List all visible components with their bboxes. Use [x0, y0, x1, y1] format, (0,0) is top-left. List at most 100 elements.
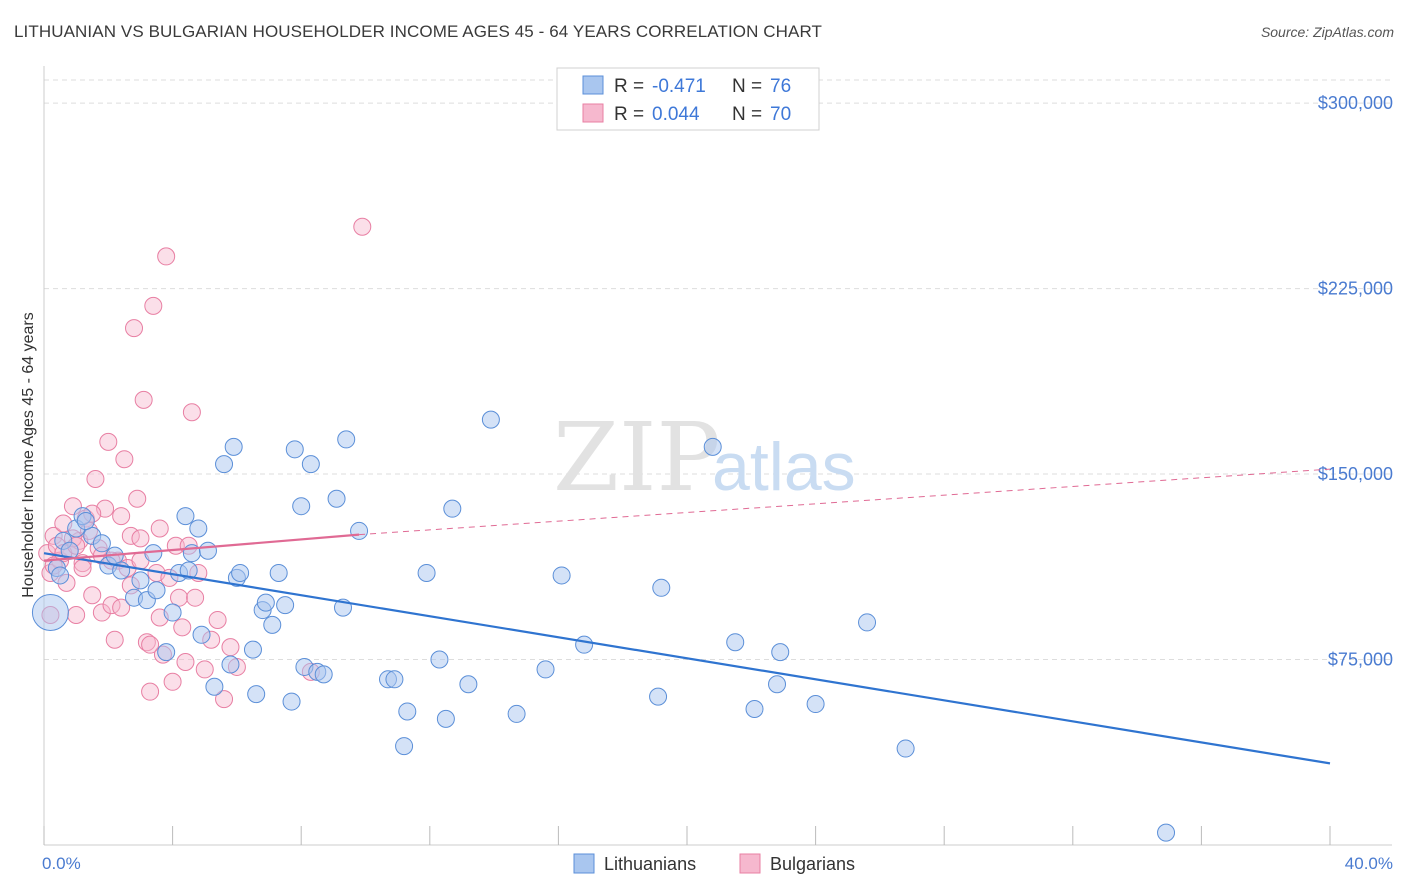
lithuanian-point — [575, 635, 594, 654]
trend-lines — [43, 468, 1331, 765]
bulgarian-point — [157, 247, 176, 266]
lithuanian-point — [189, 519, 208, 538]
lithuanians-trend-line — [43, 552, 1331, 765]
y-tick-label: $225,000 — [1318, 279, 1393, 299]
legend-swatch-lithuanians — [582, 75, 604, 95]
bulgarian-point — [195, 660, 214, 679]
bulgarian-point — [208, 610, 227, 629]
lithuanian-point — [430, 650, 449, 669]
lithuanian-point — [327, 489, 346, 508]
lithuanian-point — [76, 512, 95, 531]
lithuanian-point — [481, 410, 500, 429]
lithuanian-point — [179, 561, 198, 580]
chart-source: Source: ZipAtlas.com — [1260, 24, 1394, 40]
lithuanian-point — [205, 677, 224, 696]
bulgarian-point — [92, 603, 111, 622]
y-tick-labels: $75,000 $150,000 $225,000 $300,000 — [1318, 93, 1393, 669]
bulgarian-point — [144, 296, 163, 315]
lithuanian-point — [285, 440, 304, 459]
lithuanian-point — [269, 563, 288, 582]
chart-title: LITHUANIAN VS BULGARIAN HOUSEHOLDER INCO… — [14, 22, 823, 41]
x-tick-labels: 0.0% 40.0% — [42, 854, 1393, 873]
bulgarian-point — [112, 507, 131, 526]
series-label-bulgarians: Bulgarians — [770, 854, 855, 874]
bulgarian-point — [131, 529, 150, 548]
series-swatch-lithuanians — [573, 853, 595, 874]
bulgarian-point — [353, 217, 372, 236]
bulgarian-point — [150, 519, 169, 538]
lithuanian-point — [224, 437, 243, 456]
lithuanian-point — [247, 685, 266, 704]
lithuanian-point — [385, 670, 404, 689]
lithuanian-point — [398, 702, 417, 721]
bulgarian-point — [73, 559, 92, 578]
lithuanian-point — [417, 563, 436, 582]
bulgarian-point — [105, 630, 124, 649]
y-axis-title: Householder Income Ages 45 - 64 years — [20, 312, 37, 598]
lithuanian-point — [726, 633, 745, 652]
lithuanian-point — [92, 534, 111, 553]
lithuanian-point — [459, 675, 478, 694]
axes — [43, 66, 1392, 846]
bulgarian-point — [173, 618, 192, 637]
lithuanian-point — [771, 643, 790, 662]
watermark-atlas: atlas — [712, 429, 856, 505]
lithuanian-point — [552, 566, 571, 585]
lithuanian-point — [507, 704, 526, 723]
bulgarian-point — [112, 598, 131, 617]
watermark-zip: ZIP — [553, 403, 720, 513]
lithuanian-point — [51, 566, 70, 585]
lithuanian-point — [436, 709, 455, 728]
lithuanian-point — [395, 737, 414, 756]
lithuanian-point — [243, 640, 262, 659]
y-tick-label: $150,000 — [1318, 464, 1393, 484]
lithuanian-point — [215, 455, 234, 474]
bulgarian-point — [137, 633, 156, 652]
legend-n-value-1: 76 — [770, 76, 791, 97]
legend-n-label-2: N = — [732, 104, 762, 125]
lithuanian-point — [301, 455, 320, 474]
lithuanian-point — [649, 687, 668, 706]
lithuanian-point — [768, 675, 787, 694]
lithuanian-point — [276, 596, 295, 615]
lithuanian-point — [256, 593, 275, 612]
legend-r-label-1: R = — [614, 76, 644, 97]
bulgarian-point — [221, 638, 240, 657]
bulgarian-point — [141, 635, 160, 654]
lithuanian-point — [176, 507, 195, 526]
lithuanian-point — [350, 521, 369, 540]
y-tick-label: $300,000 — [1318, 93, 1393, 113]
bulgarian-point — [176, 652, 195, 671]
lithuanian-point — [703, 437, 722, 456]
lithuanians-points — [31, 410, 1176, 842]
bulgarian-point — [163, 672, 182, 691]
bulgarian-point — [186, 588, 205, 607]
correlation-legend: R = -0.471 N = 76 R = 0.044 N = 70 — [556, 67, 820, 131]
series-legend: Lithuanians Bulgarians — [573, 853, 855, 874]
lithuanian-point — [896, 739, 915, 758]
bulgarian-point — [182, 403, 201, 422]
lithuanian-point — [231, 563, 250, 582]
lithuanian-point — [292, 497, 311, 516]
bulgarian-point — [134, 390, 153, 409]
lithuanian-point — [536, 660, 555, 679]
legend-r-label-2: R = — [614, 104, 644, 125]
bulgarian-point — [83, 586, 102, 605]
bulgarian-point — [115, 450, 134, 469]
lithuanian-point — [443, 499, 462, 518]
bulgarian-point — [128, 489, 147, 508]
lithuanian-point — [221, 655, 240, 674]
lithuanian-point — [192, 625, 211, 644]
bulgarian-point — [215, 690, 234, 709]
legend-n-label-1: N = — [732, 76, 762, 97]
legend-n-value-2: 70 — [770, 104, 791, 125]
lithuanian-point — [31, 594, 69, 632]
series-label-lithuanians: Lithuanians — [604, 854, 696, 874]
bulgarian-point — [86, 469, 105, 488]
lithuanian-point — [282, 692, 301, 711]
lithuanian-point — [163, 603, 182, 622]
bulgarian-point — [99, 432, 118, 451]
lithuanian-point — [147, 581, 166, 600]
bulgarian-point — [141, 682, 160, 701]
